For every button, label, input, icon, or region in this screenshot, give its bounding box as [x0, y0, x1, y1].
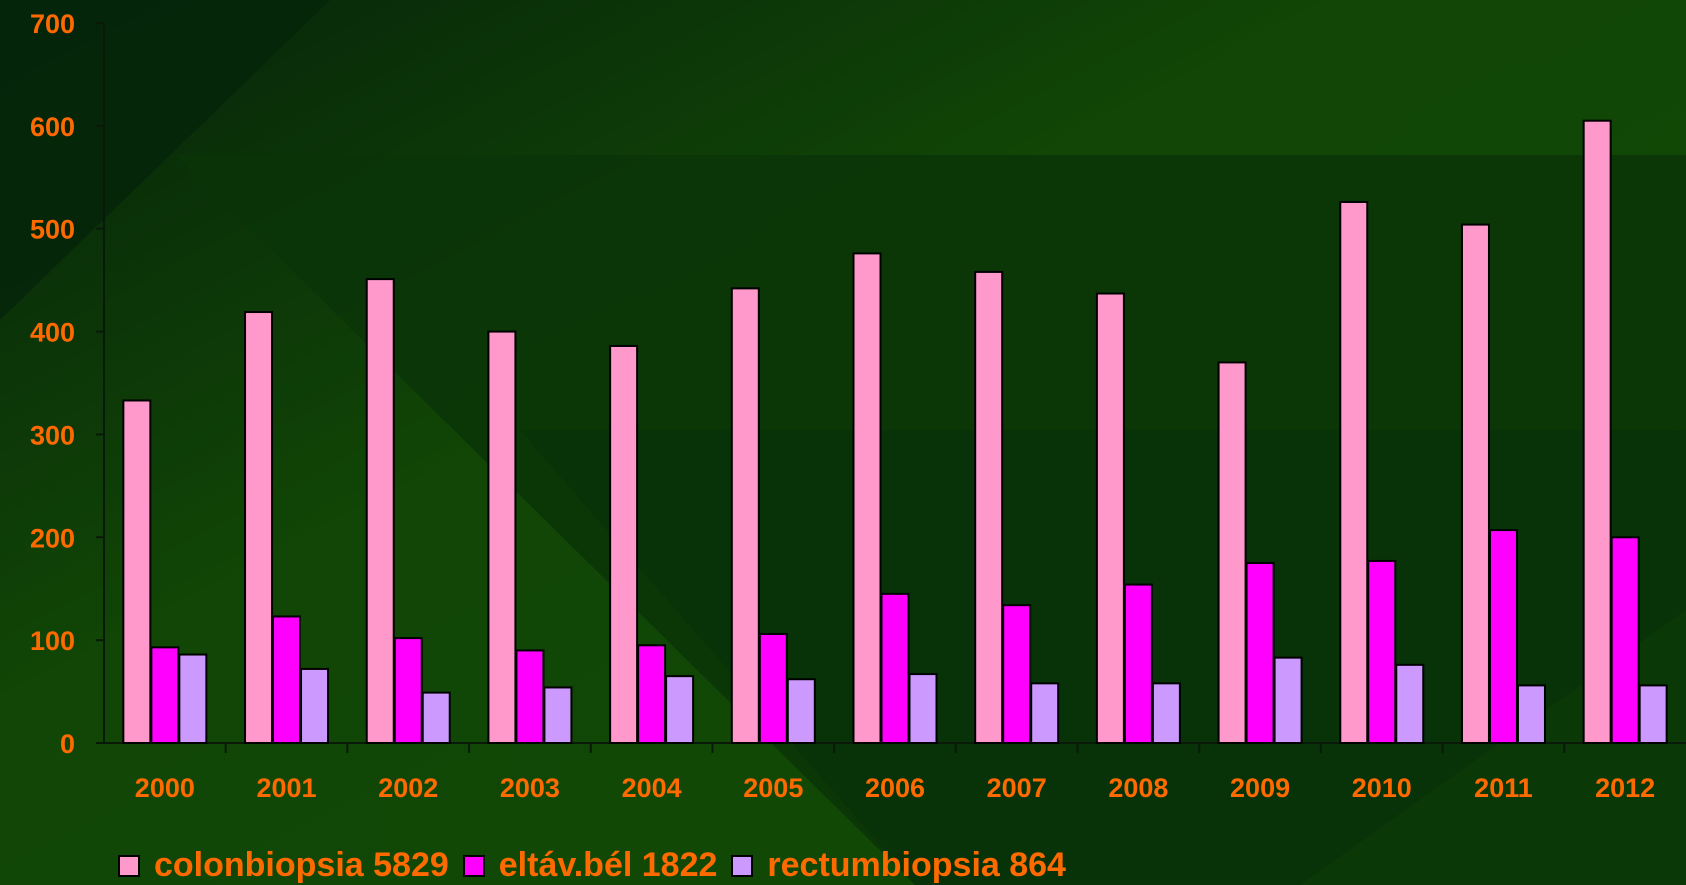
x-tick-label: 2008 — [1108, 773, 1168, 803]
bar-eltav-bel — [1245, 562, 1275, 744]
bar-colonbiopsia — [730, 287, 760, 744]
bar-eltav-bel — [150, 646, 180, 744]
legend-swatch-rectumbiopsia — [731, 854, 754, 877]
legend-item-colonbiopsia: colonbiopsia 5829 — [118, 846, 449, 885]
bar-rectumbiopsia — [1516, 684, 1546, 745]
x-tick-label: 2002 — [378, 773, 438, 803]
bar-eltav-bel — [758, 632, 788, 745]
y-tick-label: 0 — [60, 729, 75, 759]
y-tick-label: 500 — [30, 215, 75, 245]
x-tick-label: 2001 — [256, 773, 316, 803]
bar-rectumbiopsia — [300, 667, 330, 745]
bar-rectumbiopsia — [1395, 663, 1425, 744]
y-tick-label: 100 — [30, 626, 75, 656]
bar-colonbiopsia — [1460, 223, 1490, 745]
x-tick-label: 2000 — [135, 773, 195, 803]
bar-rectumbiopsia — [1030, 682, 1060, 744]
x-tick-label: 2006 — [865, 773, 925, 803]
bar-eltav-bel — [1367, 559, 1397, 745]
y-tick-label: 700 — [30, 9, 75, 39]
bar-colonbiopsia — [1095, 292, 1125, 744]
y-tick-label: 400 — [30, 318, 75, 348]
y-tick-label: 600 — [30, 112, 75, 142]
bar-eltav-bel — [1002, 604, 1032, 745]
y-axis: 0 100 200 300 400 500 600 700 — [30, 9, 105, 759]
bar-eltav-bel — [637, 644, 667, 744]
bar-rectumbiopsia — [1151, 682, 1181, 744]
bar-colonbiopsia — [609, 344, 639, 744]
y-tick-label: 200 — [30, 523, 75, 553]
bar-colonbiopsia — [974, 270, 1004, 744]
legend-label-colonbiopsia: colonbiopsia 5829 — [154, 846, 449, 884]
x-tick-label: 2012 — [1595, 773, 1655, 803]
bar-eltav-bel — [1488, 529, 1518, 744]
x-tick-label: 2010 — [1352, 773, 1412, 803]
bar-rectumbiopsia — [786, 678, 816, 745]
bar-rectumbiopsia — [421, 691, 451, 744]
bar-colonbiopsia — [1339, 200, 1369, 744]
bar-eltav-bel — [1123, 583, 1153, 744]
bar-rectumbiopsia — [665, 675, 695, 745]
bar-colonbiopsia — [487, 330, 517, 744]
x-tick-label: 2005 — [743, 773, 803, 803]
bar-eltav-bel — [515, 649, 545, 745]
legend-label-rectumbiopsia: rectumbiopsia 864 — [767, 846, 1066, 884]
legend-swatch-colonbiopsia — [118, 854, 140, 877]
x-axis: 2000 2001 2002 2003 2004 2005 2006 2007 2008 2009… — [96, 742, 1686, 803]
bar-eltav-bel — [1610, 536, 1640, 744]
x-tick-label: 2009 — [1230, 773, 1290, 803]
bar-eltav-bel — [272, 615, 302, 744]
x-tick-label: 2007 — [987, 773, 1047, 803]
bar-eltav-bel — [393, 637, 423, 744]
bar-colonbiopsia — [1217, 361, 1247, 744]
bars — [122, 119, 1668, 745]
bar-colonbiopsia — [122, 399, 152, 744]
legend-swatch-eltav-bel — [462, 854, 485, 877]
bar-rectumbiopsia — [1638, 684, 1668, 745]
x-tick-label: 2003 — [500, 773, 560, 803]
bar-rectumbiopsia — [543, 686, 573, 745]
bar-rectumbiopsia — [178, 653, 208, 744]
bar-rectumbiopsia — [908, 673, 938, 744]
x-tick-label: 2011 — [1474, 773, 1533, 803]
legend-item-rectumbiopsia: rectumbiopsia 864 — [731, 846, 1066, 885]
legend-label-eltav-bel: eltáv.bél 1822 — [498, 846, 718, 884]
legend: colonbiopsia 5829 eltáv.bél 1822 rectumb… — [118, 846, 1080, 885]
bar-colonbiopsia — [244, 311, 274, 744]
legend-item-eltav-bel: eltáv.bél 1822 — [462, 846, 718, 885]
bar-colonbiopsia — [365, 278, 395, 744]
bar-rectumbiopsia — [1273, 656, 1303, 745]
y-tick-label: 300 — [30, 420, 75, 450]
x-tick-label: 2004 — [622, 773, 682, 803]
bar-eltav-bel — [880, 592, 910, 744]
bar-colonbiopsia — [852, 252, 882, 744]
bar-colonbiopsia — [1582, 119, 1612, 744]
